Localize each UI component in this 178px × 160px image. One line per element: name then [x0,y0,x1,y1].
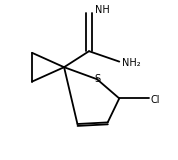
Text: NH: NH [95,5,110,15]
Text: NH₂: NH₂ [122,58,141,68]
Text: Cl: Cl [150,95,160,105]
Text: S: S [94,74,100,84]
